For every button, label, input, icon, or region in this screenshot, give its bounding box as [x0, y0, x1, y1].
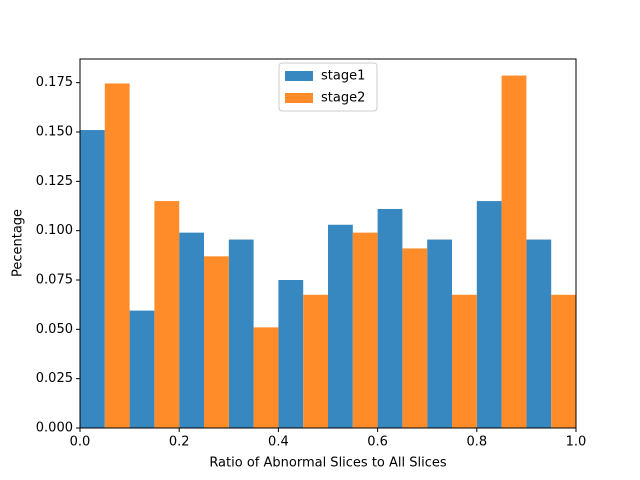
bar — [129, 310, 155, 428]
x-axis-label: Ratio of Abnormal Slices to All Slices — [209, 456, 447, 471]
bar — [80, 130, 105, 429]
x-tick-label: 0.8 — [466, 435, 487, 450]
bar — [476, 201, 502, 428]
y-tick-label: 0.125 — [36, 174, 73, 189]
bar — [551, 294, 576, 428]
y-axis-label: Pecentage — [11, 209, 26, 277]
bar — [204, 256, 229, 428]
bar — [228, 239, 254, 428]
y-tick-label: 0.150 — [36, 125, 73, 140]
bar — [526, 239, 552, 428]
y-tick-label: 0.000 — [36, 421, 73, 436]
legend-swatch — [285, 93, 313, 103]
bar — [253, 327, 279, 428]
bar — [328, 224, 353, 428]
x-tick-label: 1.0 — [566, 435, 587, 450]
x-tick-label: 0.6 — [367, 435, 388, 450]
y-tick-label: 0.175 — [36, 75, 73, 90]
bar — [427, 239, 452, 428]
bar — [104, 83, 130, 429]
x-tick-label: 0.0 — [70, 435, 91, 450]
legend-label: stage1 — [321, 69, 365, 84]
bar — [154, 201, 180, 428]
bar — [402, 248, 428, 428]
bar — [352, 232, 378, 428]
y-tick-label: 0.025 — [36, 371, 73, 386]
bar — [452, 294, 477, 428]
y-tick-label: 0.050 — [36, 322, 73, 337]
legend-label: stage2 — [321, 91, 365, 106]
y-tick-label: 0.075 — [36, 273, 73, 288]
bar — [278, 280, 304, 428]
bar — [179, 232, 204, 428]
bar — [303, 294, 328, 428]
x-tick-label: 0.4 — [268, 435, 289, 450]
y-tick-label: 0.100 — [36, 223, 73, 238]
bar — [377, 208, 403, 428]
bar — [501, 75, 527, 428]
x-tick-label: 0.2 — [169, 435, 190, 450]
plot-frame — [79, 58, 577, 429]
legend-swatch — [285, 71, 313, 81]
